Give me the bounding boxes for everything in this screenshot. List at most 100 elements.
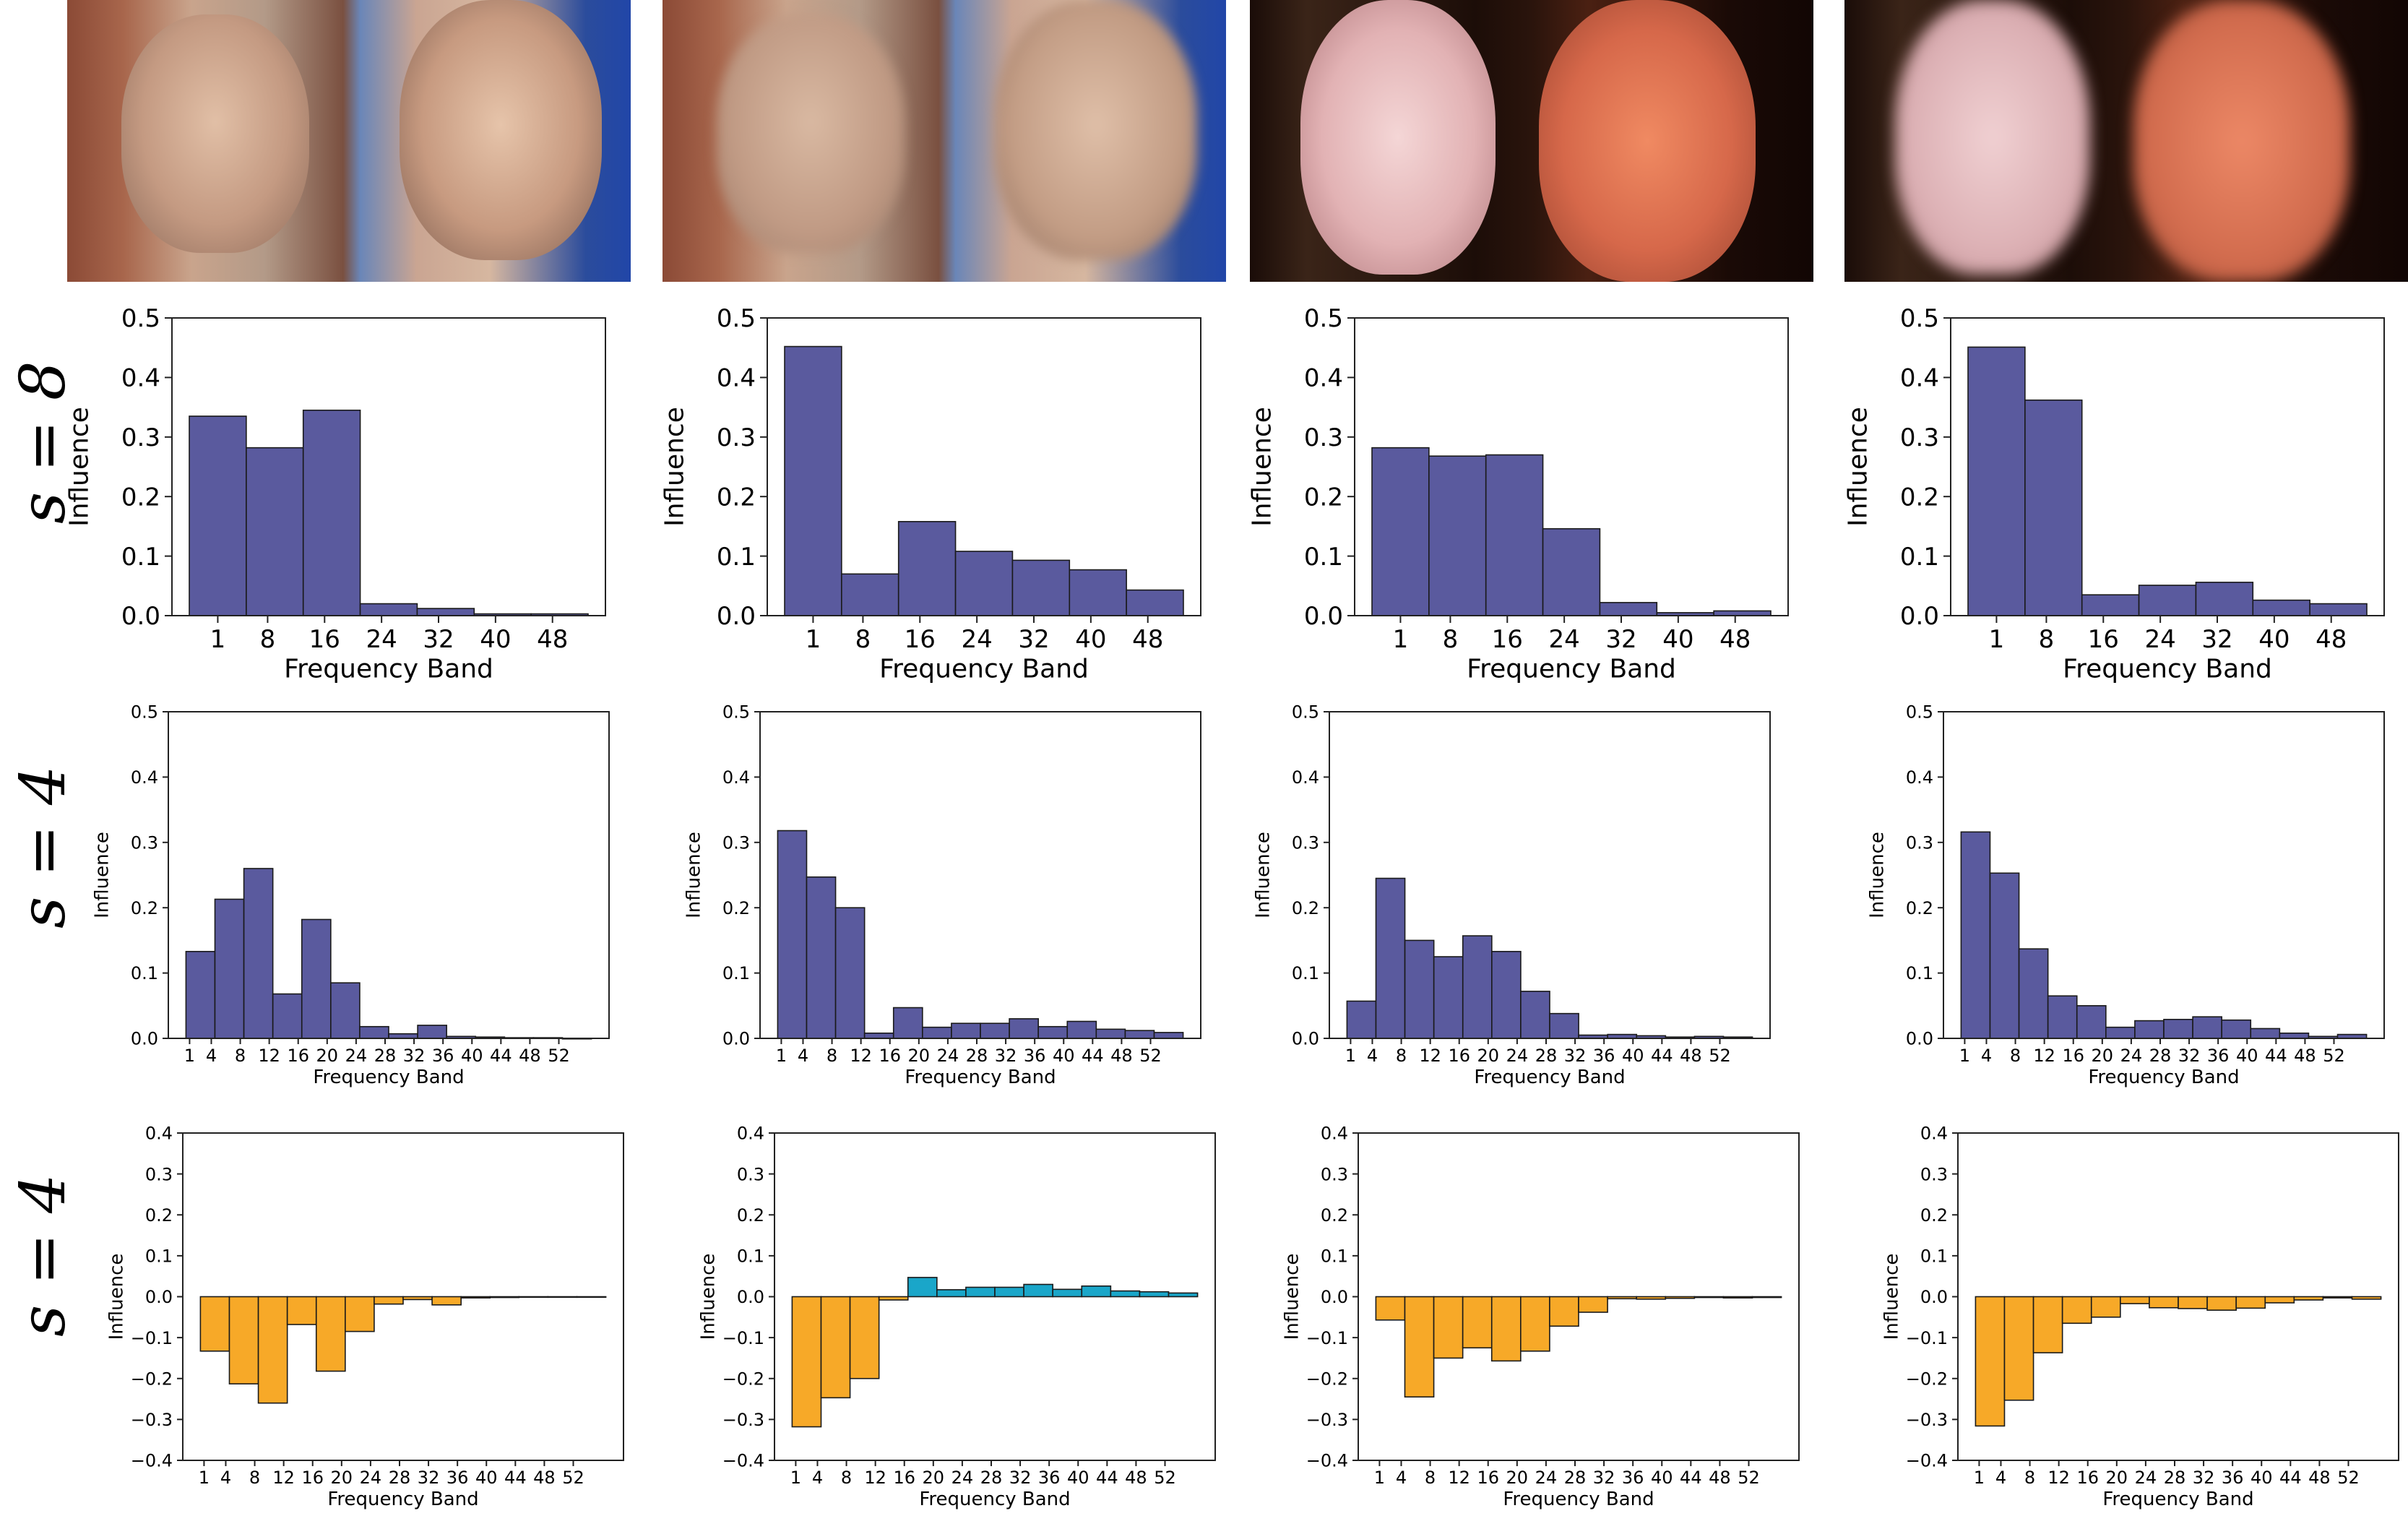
- xtick-r3c4-1: 4: [1995, 1468, 2006, 1488]
- bar-r3c2-11: [1110, 1290, 1141, 1298]
- xtick-r2c4-11: 44: [2265, 1046, 2287, 1066]
- xtick-r3c4-8: 32: [2193, 1468, 2215, 1488]
- bar-r2c3-4: [1462, 935, 1493, 1039]
- bar-r3c1-11: [518, 1296, 549, 1298]
- xtick-r3c2-4: 16: [893, 1468, 915, 1488]
- plot-frame-r2c3: [1329, 711, 1771, 1039]
- ytick-r1c2-0: 0.0: [717, 602, 756, 631]
- face-pair-1-blurred: [663, 0, 1226, 282]
- xtick-r2c3-11: 44: [1651, 1046, 1673, 1066]
- xtick-r2c4-8: 32: [2178, 1046, 2201, 1066]
- bar-r1c2-1: [841, 573, 899, 616]
- xtick-r1c4-2: 16: [2088, 625, 2119, 654]
- bar-r1c2-0: [784, 345, 842, 616]
- bar-r3c4-10: [2264, 1296, 2295, 1304]
- ytick-r3c2-3: −0.1: [722, 1328, 764, 1348]
- plot-frame-r1c2: [767, 317, 1201, 616]
- plot-frame-r3c4: [1957, 1132, 2399, 1461]
- xtick-r3c4-10: 40: [2251, 1468, 2273, 1488]
- ytick-r1c1-1: 0.1: [121, 543, 160, 572]
- xtick-r2c2-1: 4: [798, 1046, 808, 1066]
- ytick-r1c1-5: 0.5: [121, 304, 160, 333]
- ytick-r3c3-8: 0.4: [1321, 1124, 1348, 1144]
- xtick-r2c2-2: 8: [827, 1046, 837, 1066]
- xlabel-r3c2: Frequency Band: [919, 1489, 1070, 1510]
- xtick-r3c2-12: 48: [1125, 1468, 1147, 1488]
- ytick-r1c3-3: 0.3: [1304, 423, 1343, 452]
- bar-r1c3-5: [1656, 612, 1714, 616]
- xtick-r1c4-3: 24: [2145, 625, 2176, 654]
- xtick-r3c3-4: 16: [1477, 1468, 1499, 1488]
- ylabel-r3c4: Influence: [1881, 1254, 1903, 1340]
- bar-r2c4-1: [1989, 872, 2020, 1039]
- bar-r2c1-5: [330, 982, 361, 1039]
- xtick-r2c2-9: 36: [1024, 1046, 1046, 1066]
- ytick-r3c2-1: −0.3: [722, 1410, 764, 1430]
- plot-frame-r1c4: [1950, 317, 2385, 616]
- xtick-r2c1-9: 36: [432, 1046, 454, 1066]
- bar-r3c4-3: [2061, 1296, 2092, 1325]
- xtick-r3c3-10: 40: [1651, 1468, 1673, 1488]
- ytick-r3c2-4: 0.0: [737, 1287, 764, 1307]
- plot-frame-r1c3: [1354, 317, 1789, 616]
- ytick-r2c1-2: 0.2: [131, 898, 158, 918]
- xtick-r1c4-0: 1: [1989, 625, 2005, 654]
- xtick-r3c4-9: 36: [2222, 1468, 2244, 1488]
- bar-r2c2-7: [980, 1022, 1010, 1039]
- xlabel-r3c1: Frequency Band: [327, 1489, 478, 1510]
- bar-r2c3-3: [1433, 956, 1464, 1039]
- bar-r2c3-9: [1607, 1033, 1638, 1039]
- bar-r1c2-6: [1126, 589, 1184, 616]
- ytick-r2c2-2: 0.2: [722, 898, 750, 918]
- ytick-r2c2-1: 0.1: [722, 963, 750, 983]
- bar-r3c1-6: [374, 1296, 404, 1305]
- plot-frame-r2c2: [759, 711, 1201, 1039]
- bar-r1c3-0: [1371, 447, 1430, 616]
- ytick-r2c3-0: 0.0: [1292, 1029, 1319, 1049]
- ytick-r3c4-7: 0.3: [1920, 1164, 1948, 1184]
- bar-r3c4-0: [1975, 1296, 2006, 1427]
- bar-r3c1-5: [345, 1296, 375, 1332]
- xtick-r3c1-12: 48: [533, 1468, 556, 1488]
- bar-r2c4-6: [2134, 1020, 2165, 1039]
- xlabel-r2c1: Frequency Band: [313, 1067, 464, 1088]
- bar-r2c2-5: [922, 1026, 952, 1039]
- xtick-r3c3-3: 12: [1448, 1468, 1470, 1488]
- ytick-r3c4-2: −0.2: [1906, 1369, 1948, 1389]
- face-1a: [121, 14, 309, 253]
- bar-r3c2-5: [936, 1289, 967, 1298]
- ytick-r1c3-4: 0.4: [1304, 364, 1343, 393]
- ytick-r3c2-0: −0.4: [722, 1451, 764, 1471]
- xtick-r2c1-7: 28: [374, 1046, 397, 1066]
- bar-r3c2-1: [820, 1296, 851, 1399]
- ytick-r1c4-1: 0.1: [1900, 543, 1939, 572]
- bar-r2c1-7: [388, 1033, 418, 1039]
- xtick-r1c3-6: 48: [1719, 625, 1751, 654]
- xlabel-r3c4: Frequency Band: [2102, 1489, 2253, 1510]
- bar-r3c1-3: [286, 1296, 317, 1325]
- xtick-r3c2-0: 1: [790, 1468, 801, 1488]
- xtick-r2c4-10: 40: [2236, 1046, 2258, 1066]
- bar-r2c2-10: [1066, 1020, 1097, 1039]
- bar-r3c4-12: [2322, 1296, 2353, 1299]
- xtick-r1c3-5: 40: [1662, 625, 1693, 654]
- face-pair-2-original: [1250, 0, 1813, 282]
- xtick-r3c1-3: 12: [272, 1468, 295, 1488]
- bar-r2c3-0: [1346, 1000, 1377, 1039]
- bar-r2c2-0: [777, 830, 808, 1039]
- ytick-r3c1-7: 0.3: [145, 1164, 173, 1184]
- ytick-r2c1-0: 0.0: [131, 1029, 158, 1049]
- ytick-r2c4-3: 0.3: [1906, 832, 1933, 853]
- plot-frame-r1c1: [171, 317, 606, 616]
- xtick-r1c3-3: 24: [1549, 625, 1580, 654]
- bar-r1c4-6: [2309, 603, 2368, 616]
- bar-r3c4-7: [2178, 1296, 2208, 1309]
- ytick-r3c3-7: 0.3: [1321, 1164, 1348, 1184]
- bar-r3c1-12: [547, 1296, 578, 1298]
- xtick-r1c4-5: 40: [2258, 625, 2290, 654]
- plot-frame-r3c1: [182, 1132, 624, 1461]
- xtick-r3c2-9: 36: [1038, 1468, 1061, 1488]
- ytick-r2c3-4: 0.4: [1292, 767, 1319, 788]
- face-pair-2-blurred: [1844, 0, 2408, 282]
- ytick-r3c3-2: −0.2: [1306, 1369, 1348, 1389]
